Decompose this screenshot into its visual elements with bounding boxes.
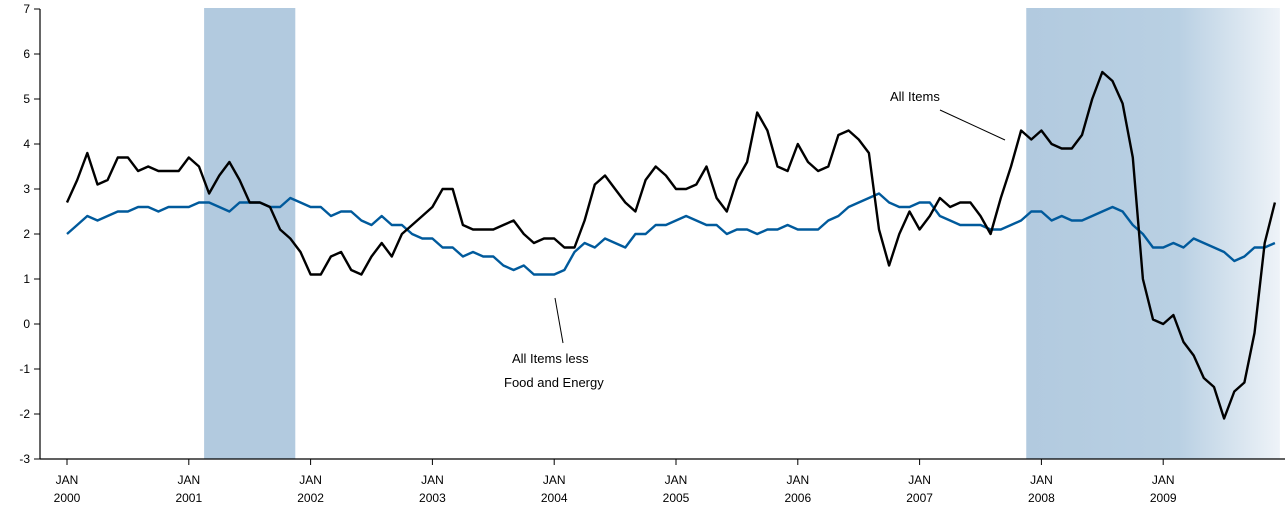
- x-tick-year-label: 2000: [54, 491, 81, 505]
- y-tick-label: 1: [23, 272, 30, 286]
- x-tick-month-label: JAN: [421, 473, 444, 487]
- x-ticks: JAN 2000 JAN 2001 JAN 2002 JAN 2003 JAN 2004 JAN 20…: [54, 459, 1177, 505]
- y-tick-label: 5: [23, 92, 30, 106]
- y-ticks: 7 6 5 4 3 2 1 0 -1 -2 -3: [19, 2, 40, 466]
- core-leader-line: [554, 297, 564, 344]
- core-label-line2: Food and Energy: [504, 375, 604, 390]
- annotations: All Items All Items less Food and Energy: [504, 89, 1006, 390]
- y-tick-label: 0: [23, 317, 30, 331]
- all-items-label: All Items: [890, 89, 940, 104]
- x-tick-month-label: JAN: [908, 473, 931, 487]
- recession-band: [204, 8, 296, 459]
- y-tick-label: 4: [23, 137, 30, 151]
- y-tick-label: 2: [23, 227, 30, 241]
- x-tick-month-label: JAN: [786, 473, 809, 487]
- y-tick-label: 3: [23, 182, 30, 196]
- all-items-leader-line: [939, 109, 1006, 141]
- x-tick-month-label: JAN: [177, 473, 200, 487]
- x-tick-year-label: 2009: [1150, 491, 1177, 505]
- y-tick-label: -3: [19, 452, 30, 466]
- y-tick-label: 7: [23, 2, 30, 16]
- series-line: [65, 70, 1277, 420]
- x-tick-month-label: JAN: [665, 473, 688, 487]
- x-tick-year-label: 2006: [784, 491, 811, 505]
- y-tick-label: -1: [19, 362, 30, 376]
- core-label-line1: All Items less: [512, 351, 589, 366]
- x-tick-year-label: 2003: [419, 491, 446, 505]
- x-tick-month-label: JAN: [299, 473, 322, 487]
- recession-bands: [204, 8, 1280, 459]
- x-tick-year-label: 2004: [541, 491, 568, 505]
- x-tick-month-label: JAN: [1152, 473, 1175, 487]
- series-lines: [65, 70, 1277, 420]
- x-tick-year-label: 2008: [1028, 491, 1055, 505]
- x-tick-year-label: 2001: [175, 491, 202, 505]
- x-tick-month-label: JAN: [543, 473, 566, 487]
- x-tick-month-label: JAN: [56, 473, 79, 487]
- y-tick-label: 6: [23, 47, 30, 61]
- x-tick-month-label: JAN: [1030, 473, 1053, 487]
- x-tick-year-label: 2007: [906, 491, 933, 505]
- x-tick-year-label: 2005: [663, 491, 690, 505]
- y-tick-label: -2: [19, 407, 30, 421]
- x-tick-year-label: 2002: [297, 491, 324, 505]
- recession-band: [1026, 8, 1280, 459]
